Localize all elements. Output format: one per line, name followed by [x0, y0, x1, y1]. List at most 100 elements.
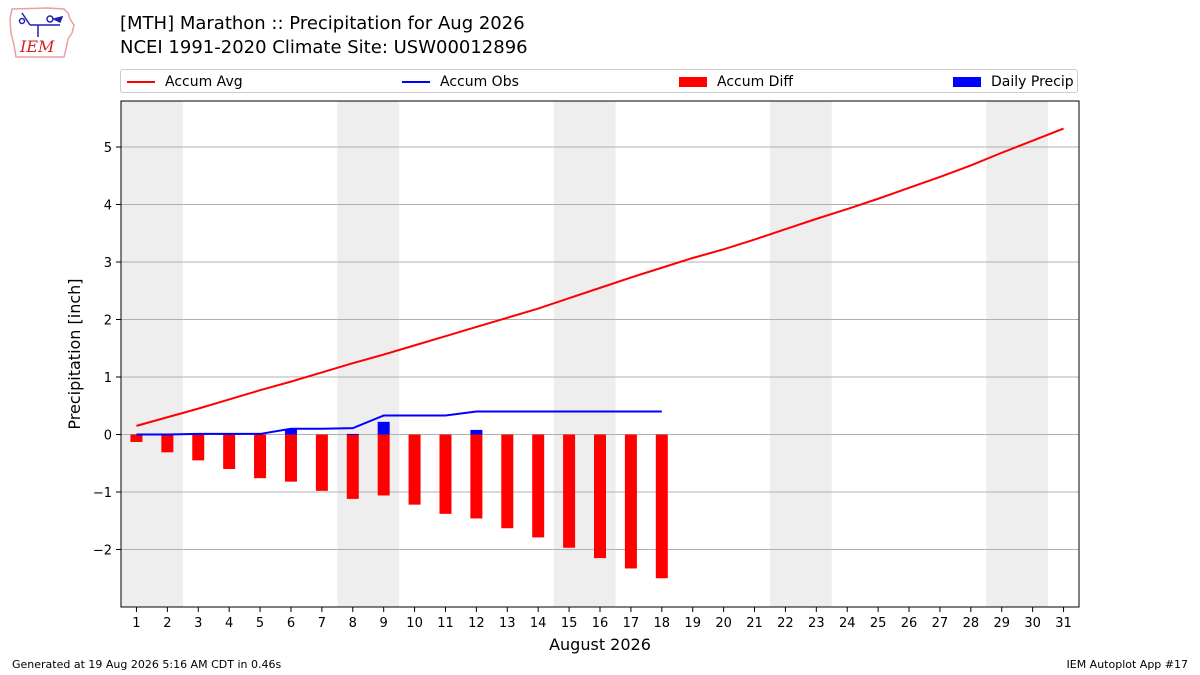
x-tick-label: 13 [499, 616, 516, 631]
x-tick-label: 15 [561, 616, 578, 631]
y-tick-label: 3 [104, 256, 112, 271]
legend-label: Accum Avg [165, 74, 243, 90]
y-tick-label: 5 [104, 141, 112, 156]
daily-precip-bar [284, 429, 297, 435]
accum-diff-bar [408, 434, 421, 505]
lines [136, 127, 1064, 436]
x-tick-label: 23 [808, 616, 825, 631]
accum-diff-bar [439, 434, 452, 514]
footer-generated: Generated at 19 Aug 2026 5:16 AM CDT in … [12, 658, 282, 671]
weather-station-icon [18, 12, 64, 37]
x-tick-label: 14 [530, 616, 547, 631]
y-axis-label: Precipitation [inch] [65, 278, 84, 429]
x-tick-label: 16 [592, 616, 609, 631]
chart-subtitle: NCEI 1991-2020 Climate Site: USW00012896 [120, 37, 528, 58]
x-tick-label: 7 [318, 616, 326, 631]
x-tick-label: 5 [256, 616, 264, 631]
x-tick-label: 21 [746, 616, 763, 631]
x-tick-label: 18 [654, 616, 671, 631]
legend-item-accum-avg: Accum Avg [127, 73, 243, 91]
x-tick-label: 25 [870, 616, 887, 631]
legend-label: Daily Precip [991, 74, 1074, 90]
x-tick-label: 28 [963, 616, 980, 631]
legend-swatch [679, 77, 707, 87]
legend-swatch [402, 81, 430, 83]
x-tick-label: 27 [932, 616, 949, 631]
accum-diff-bar [563, 434, 576, 548]
y-tick-label: −2 [93, 544, 112, 559]
y-tick-label: −1 [93, 486, 112, 501]
accum-diff-bar [192, 434, 205, 461]
accum-diff-bar [161, 434, 174, 453]
daily-precip-bar [470, 429, 483, 435]
y-tick-label: 1 [104, 371, 112, 386]
x-axis: 1 2 3 4 5 6 7 8 9 10 11 12 13 14 15 16 17 18 19 20 21 22 23 24 2… [132, 607, 1072, 631]
x-tick-label: 26 [901, 616, 918, 631]
legend-swatch [127, 81, 155, 83]
accum-diff-bar [594, 434, 606, 559]
logo-text: IEM [19, 37, 55, 56]
accum-diff-bar [655, 434, 668, 579]
iowa-outline [9, 7, 75, 58]
accum-diff-bar [254, 434, 267, 479]
weekend-band [121, 101, 183, 607]
x-tick-label: 30 [1024, 616, 1041, 631]
x-tick-label: 3 [194, 616, 202, 631]
accum-diff-bar [223, 434, 236, 469]
x-tick-label: 22 [777, 616, 794, 631]
iem-logo: IEM [9, 7, 75, 58]
x-tick-label: 12 [468, 616, 485, 631]
legend: Accum Avg Accum Obs Accum Diff Daily Pre… [120, 69, 1078, 93]
plot-frame [120, 100, 1080, 608]
bars [130, 421, 668, 579]
accum-avg-line [136, 127, 1064, 427]
x-tick-label: 11 [437, 616, 454, 631]
x-tick-label: 17 [623, 616, 640, 631]
footer-app-id: IEM Autoplot App #17 [1066, 658, 1189, 671]
x-tick-label: 2 [163, 616, 171, 631]
weekend-band [337, 101, 400, 607]
x-tick-label: 1 [132, 616, 140, 631]
accum-diff-bar [346, 434, 359, 499]
daily-precip-bar [346, 433, 359, 435]
weekend-shading [121, 101, 1049, 607]
accum-diff-bar [532, 434, 545, 538]
weekend-band [553, 101, 616, 607]
y-tick-label: 2 [104, 314, 112, 329]
accum-diff-bar [501, 434, 514, 529]
legend-item-accum-diff: Accum Diff [679, 73, 793, 91]
y-axis: −2 −1 0 1 2 3 4 5 [93, 141, 121, 559]
accum-diff-bar [624, 434, 637, 569]
legend-swatch [953, 77, 981, 87]
accum-diff-bar [315, 434, 328, 491]
gridlines [121, 146, 1079, 550]
x-tick-label: 20 [715, 616, 732, 631]
x-tick-label: 9 [380, 616, 388, 631]
x-tick-label: 24 [839, 616, 856, 631]
accum-diff-bar [377, 434, 390, 496]
y-tick-label: 4 [104, 199, 112, 214]
x-axis-label: August 2026 [549, 635, 651, 654]
x-tick-label: 31 [1055, 616, 1072, 631]
legend-label: Accum Obs [440, 74, 519, 90]
x-tick-label: 6 [287, 616, 295, 631]
x-tick-label: 10 [406, 616, 423, 631]
legend-item-daily-precip: Daily Precip [953, 73, 1074, 91]
daily-precip-bar [377, 421, 390, 435]
weekend-band [986, 101, 1049, 607]
daily-precip-bar [192, 433, 205, 435]
x-tick-label: 8 [349, 616, 357, 631]
chart-title: [MTH] Marathon :: Precipitation for Aug … [120, 13, 525, 34]
x-tick-label: 29 [993, 616, 1010, 631]
accum-diff-bar [284, 434, 297, 482]
accum-obs-line [136, 410, 662, 436]
legend-item-accum-obs: Accum Obs [402, 73, 519, 91]
legend-label: Accum Diff [717, 74, 794, 90]
x-tick-label: 19 [684, 616, 701, 631]
y-tick-label: 0 [104, 429, 112, 444]
accum-diff-bar [470, 434, 483, 519]
x-tick-label: 4 [225, 616, 233, 631]
accum-diff-bar [130, 434, 143, 442]
weekend-band [769, 101, 832, 607]
